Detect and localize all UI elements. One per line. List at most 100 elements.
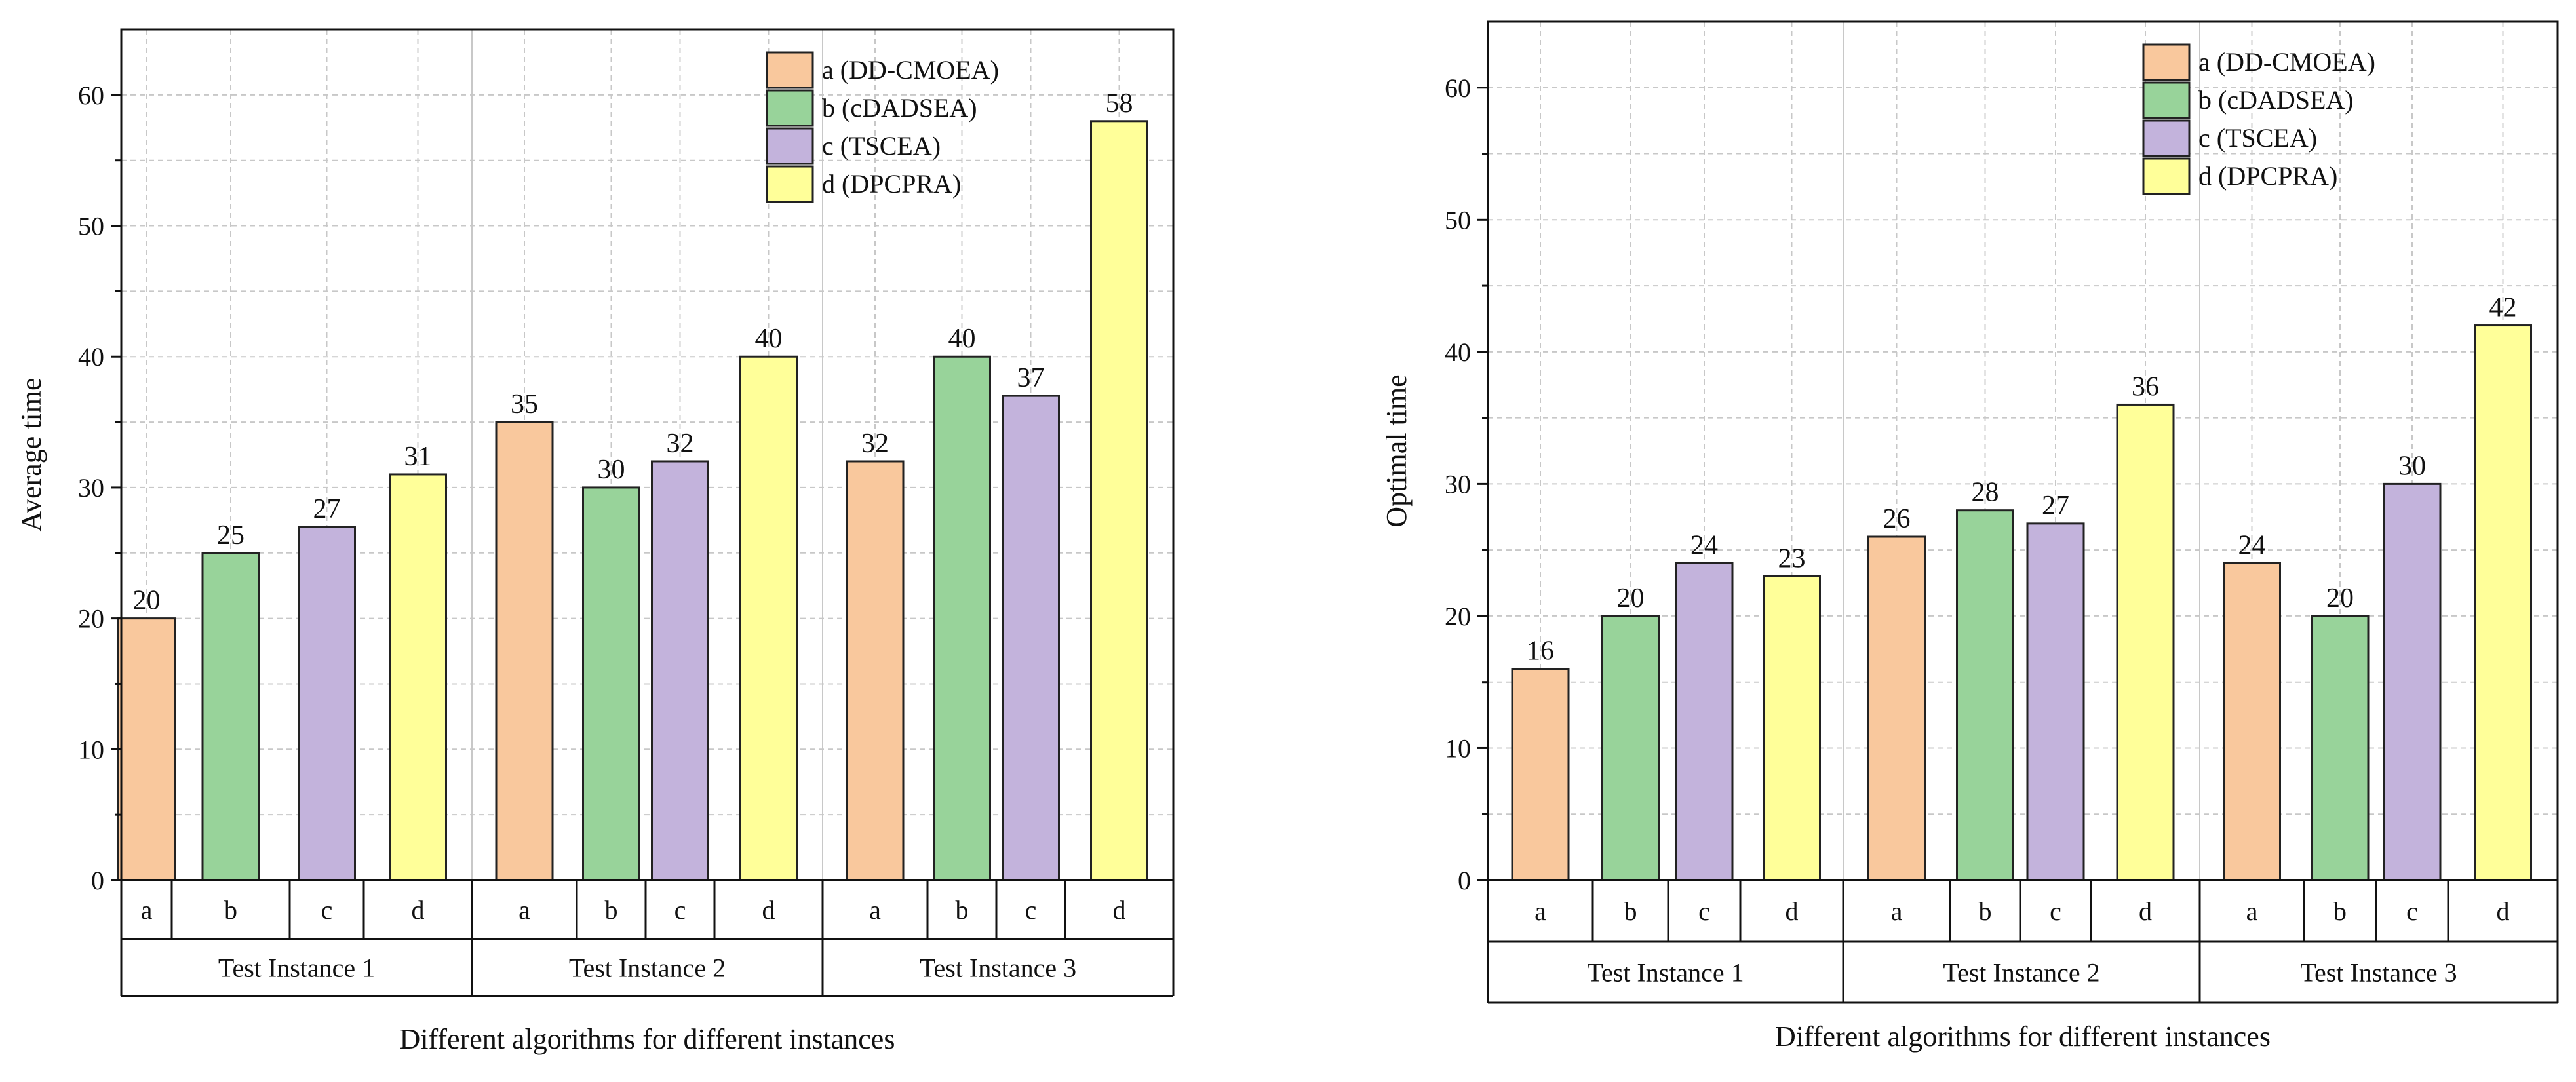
grid	[1488, 22, 2558, 880]
xtick-label-a: a	[1891, 897, 1903, 926]
xtick-label-b: b	[605, 895, 618, 925]
data-label: 27	[313, 494, 341, 524]
xtick-label-d: d	[1786, 897, 1799, 926]
data-label: 42	[2489, 293, 2517, 323]
bar-c-group3	[1002, 395, 1060, 881]
ytick-label: 30	[1445, 469, 1471, 499]
bar-a-group2	[1867, 535, 1926, 881]
xtick-label-d: d	[2139, 897, 2152, 926]
bar-b-group2	[1956, 509, 2014, 881]
bar-a-group2	[495, 421, 554, 881]
ytick-label: 60	[78, 81, 104, 110]
ytick-label: 0	[91, 866, 104, 895]
ytick-label: 40	[78, 342, 104, 372]
bar-a-group1	[117, 617, 176, 881]
legend-item: c (TSCEA)	[822, 131, 941, 161]
data-label: 58	[1106, 88, 1133, 119]
bar-d-group2	[739, 355, 798, 881]
bar-b-group3	[2311, 615, 2370, 881]
legend-item: b (cDADSEA)	[822, 93, 977, 123]
ytick-label: 20	[78, 604, 104, 634]
legend-swatch	[766, 89, 814, 127]
data-label: 16	[1527, 636, 1554, 667]
xtick-label-d: d	[412, 895, 425, 925]
ytick-label: 40	[1445, 338, 1471, 367]
legend-swatch	[2142, 43, 2191, 81]
average-time-chart: 20 35 32 25 30 40 27 32 37 31 40 58 0 10 20 30 40 50 60 a b c…	[15, 28, 1175, 1055]
bar-d-group1	[389, 473, 447, 881]
legend-swatch	[766, 165, 814, 203]
ytick-label: 20	[1445, 602, 1471, 631]
xtick-label-c: c	[674, 895, 686, 925]
bar-d-group2	[2116, 403, 2175, 881]
data-label: 36	[2132, 372, 2159, 402]
ytick-label: 50	[1445, 205, 1471, 235]
xtick-label-b: b	[956, 895, 969, 925]
xtick-label-b: b	[1979, 897, 1992, 926]
data-label: 37	[1017, 363, 1045, 393]
optimal-time-chart: 16 26 24 20 28 20 24 27 30 23 36 42 0 10 20 30 40 50 60 a b c…	[1380, 20, 2559, 1053]
data-label: 40	[755, 324, 783, 354]
xtick-label-c: c	[2406, 897, 2418, 926]
bar-c-group2	[2026, 522, 2085, 881]
legend: a (DD-CMOEA) b (cDADSEA) c (TSCEA) d (DPCPR…	[766, 51, 999, 203]
ytick-label: 0	[1458, 866, 1471, 895]
data-label: 25	[217, 520, 244, 551]
xtick-label-c: c	[321, 895, 333, 925]
ytick-label: 30	[78, 473, 104, 503]
xtick-label-b: b	[2333, 897, 2347, 926]
xtick-label-b: b	[1624, 897, 1637, 926]
bar-a-group3	[846, 460, 905, 881]
legend-swatch	[2142, 119, 2191, 157]
bar-b-group1	[201, 552, 260, 881]
xtick-label-b: b	[224, 895, 237, 925]
y-axis-title: Average time	[15, 378, 47, 532]
data-label: 28	[1972, 478, 1999, 508]
legend-item: d (DPCPRA)	[822, 169, 961, 199]
xtick-label-d: d	[1113, 895, 1126, 925]
data-label: 20	[1617, 583, 1645, 613]
bar-b-group1	[1601, 615, 1660, 881]
data-label: 32	[861, 429, 889, 459]
plot-frame	[120, 28, 1175, 881]
ytick-label: 10	[1445, 733, 1471, 763]
bar-a-group3	[2223, 562, 2281, 881]
data-label: 20	[133, 586, 161, 616]
data-label: 40	[948, 324, 976, 354]
xtick-label-d: d	[762, 895, 775, 925]
legend-item: c (TSCEA)	[2198, 123, 2317, 153]
bar-a-group1	[1511, 668, 1570, 881]
xtick-label-a: a	[141, 895, 153, 925]
bar-d-group3	[2474, 324, 2532, 881]
legend-swatch	[2142, 157, 2191, 195]
bar-c-group1	[1675, 562, 1734, 881]
legend-swatch	[2142, 81, 2191, 119]
ytick-label: 50	[78, 212, 104, 241]
xtick-label-a: a	[869, 895, 881, 925]
data-label: 30	[598, 455, 625, 485]
legend-swatch	[766, 51, 814, 89]
bar-c-group2	[651, 460, 709, 881]
plot-frame	[1487, 20, 2559, 881]
bar-b-group2	[582, 486, 640, 881]
data-label: 35	[511, 389, 538, 419]
bar-d-group1	[1763, 575, 1821, 881]
data-label: 20	[2326, 583, 2354, 613]
x-axis-title: Different algorithms for different insta…	[1775, 1020, 2271, 1053]
legend: a (DD-CMOEA) b (cDADSEA) c (TSCEA) d (DPCPR…	[2142, 43, 2375, 195]
group-label: Test Instance 1	[218, 954, 375, 983]
y-axis-title: Optimal time	[1380, 374, 1413, 527]
group-label: Test Instance 1	[1587, 958, 1744, 988]
legend-item: b (cDADSEA)	[2198, 85, 2354, 115]
legend-item: a (DD-CMOEA)	[2198, 47, 2375, 77]
xtick-label-a: a	[518, 895, 530, 925]
data-label: 32	[667, 429, 694, 459]
bar-c-group1	[298, 526, 356, 881]
legend-item: d (DPCPRA)	[2198, 161, 2337, 191]
xtick-label-a: a	[2246, 897, 2258, 926]
x-axis-title: Different algorithms for different insta…	[400, 1023, 895, 1055]
ytick-label: 10	[78, 735, 104, 764]
data-label: 24	[2238, 530, 2266, 560]
group-label: Test Instance 2	[1943, 958, 2099, 988]
